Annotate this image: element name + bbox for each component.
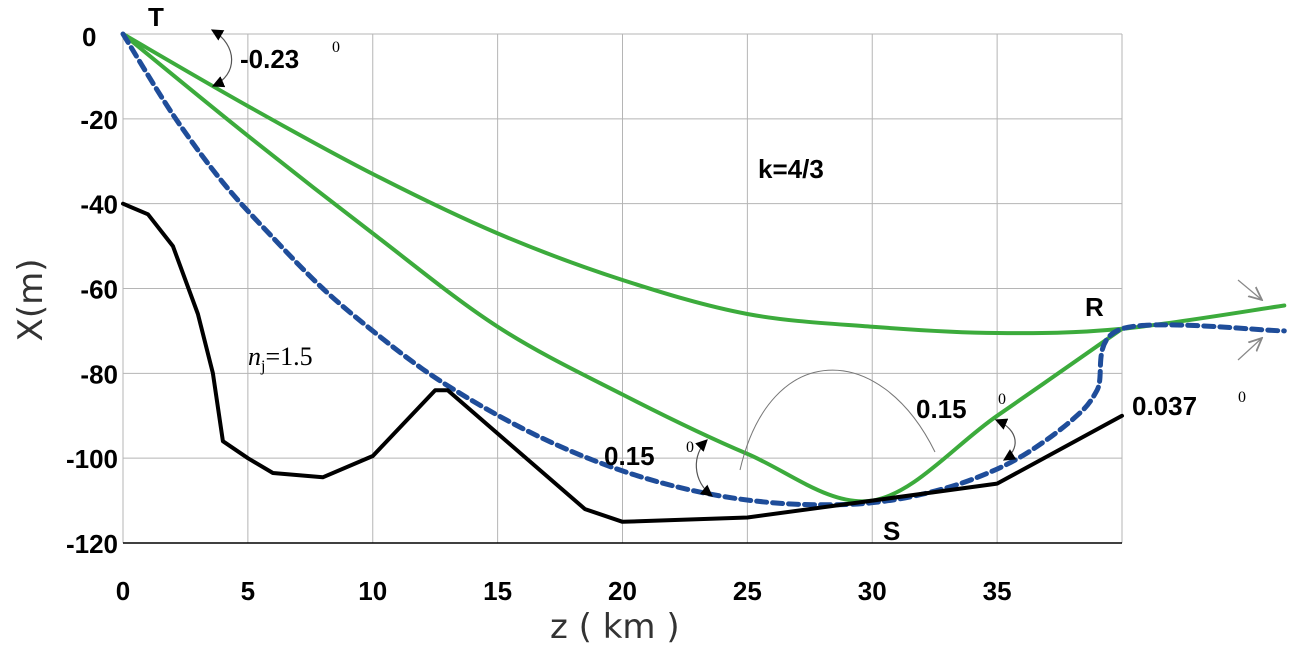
reflection-arc <box>739 369 936 471</box>
n-main: n <box>248 342 261 371</box>
angle-arc-s-right <box>994 418 1017 461</box>
angle-arc-s-left <box>695 439 713 497</box>
outgoing-arrow-upper <box>1237 279 1262 300</box>
y-tick-label: -120 <box>66 529 118 559</box>
refractive-index-label: nj=1.5 <box>248 342 313 375</box>
point-s-label: S <box>883 516 900 546</box>
angle-s-left-degree: 0 <box>686 439 694 456</box>
annotation-labels: 0 T R S -0.23 0 0.15 0 0.15 0 0.037 0 k=… <box>11 2 1246 647</box>
x-tick-label: 30 <box>858 576 887 606</box>
outgoing-arrow-lower <box>1237 338 1262 361</box>
x-axis-label: z ( km ) <box>550 607 680 647</box>
origin-label: 0 <box>82 22 96 52</box>
x-tick-label: 5 <box>241 576 255 606</box>
series-line-1 <box>121 32 1124 504</box>
n-sub: j <box>260 358 265 375</box>
curves <box>120 31 1287 524</box>
x-tick-label: 20 <box>608 576 637 606</box>
angle-t-label: -0.23 <box>240 44 299 74</box>
y-tick-label: -100 <box>66 444 118 474</box>
x-tick-label: 0 <box>116 576 130 606</box>
x-tick-label: 15 <box>483 576 512 606</box>
x-tick-label: 25 <box>733 576 762 606</box>
angle-r-degree: 0 <box>1238 389 1246 406</box>
series-line-3 <box>121 201 1124 524</box>
y-tick-label: -80 <box>80 359 118 389</box>
angle-t-degree: 0 <box>332 39 340 56</box>
series-line-2 <box>120 31 1287 508</box>
angle-r-label: 0.037 <box>1132 391 1197 421</box>
angle-arcs <box>210 29 1262 497</box>
y-tick-label: -40 <box>80 190 118 220</box>
n-rest: =1.5 <box>265 342 312 371</box>
point-t-label: T <box>148 2 164 32</box>
tick-labels: 0 5 10 15 20 25 30 35 -20 -40 -60 -80 -100 -120 <box>66 105 1012 606</box>
y-axis-label: X(m) <box>11 259 51 342</box>
angle-s-left-label: 0.15 <box>604 441 655 471</box>
grid <box>122 33 1123 544</box>
y-tick-label: -20 <box>80 105 118 135</box>
x-tick-label: 10 <box>358 576 387 606</box>
angle-s-right-degree: 0 <box>998 391 1006 408</box>
series-line-0 <box>121 32 1287 336</box>
y-tick-label: -60 <box>80 275 118 305</box>
angle-arc-t <box>210 29 233 88</box>
x-tick-label: 35 <box>983 576 1012 606</box>
angle-s-right-label: 0.15 <box>916 394 967 424</box>
k-value-label: k=4/3 <box>758 154 824 184</box>
point-r-label: R <box>1085 292 1104 322</box>
